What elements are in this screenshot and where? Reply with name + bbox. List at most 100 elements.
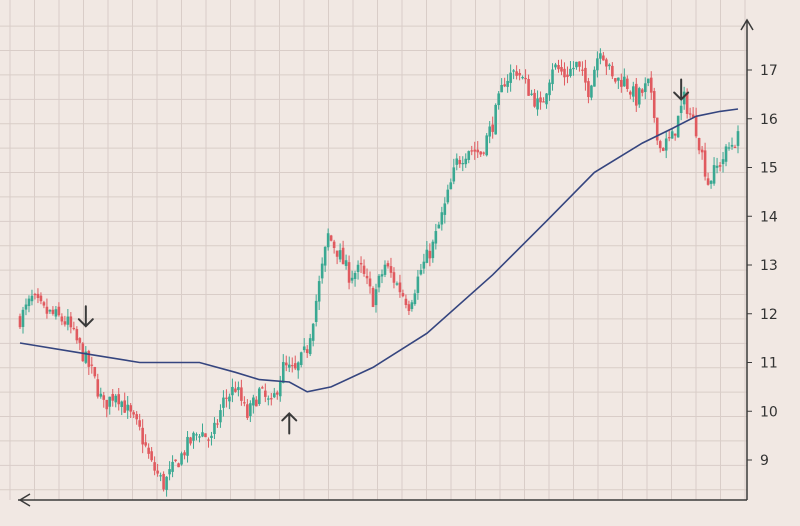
- candle-up: [195, 434, 198, 436]
- candle-up: [569, 68, 572, 77]
- candle-up: [180, 453, 183, 465]
- candle-up: [452, 167, 456, 182]
- candle-down: [57, 306, 61, 316]
- candle-down: [246, 404, 249, 418]
- candle-down: [392, 272, 396, 283]
- candle-down: [667, 137, 671, 139]
- candle-down: [69, 316, 73, 328]
- candle-down: [602, 55, 605, 61]
- candle-up: [455, 158, 459, 165]
- candle-up: [317, 281, 321, 302]
- candle-up: [446, 189, 450, 203]
- y-tick-label: 15: [760, 161, 778, 177]
- candle-up: [554, 64, 557, 68]
- candle-down: [563, 68, 566, 78]
- candle-up: [222, 397, 225, 408]
- candle-down: [560, 66, 563, 72]
- candle-up: [278, 381, 282, 397]
- candle-up: [281, 362, 285, 383]
- candle-up: [171, 461, 174, 472]
- candle-down: [270, 398, 273, 400]
- candle-up: [664, 138, 668, 151]
- y-axis-arrowhead: [740, 18, 754, 31]
- candle-down: [144, 442, 147, 446]
- candle-down: [470, 150, 474, 152]
- candle-down: [649, 77, 653, 93]
- candle-down: [132, 412, 135, 415]
- candle-up: [99, 393, 103, 397]
- candle-down: [39, 295, 43, 302]
- candle-down: [661, 147, 665, 151]
- candle-down: [581, 69, 584, 71]
- candle-up: [509, 72, 512, 83]
- candle-up: [431, 241, 435, 259]
- candle-down: [685, 92, 689, 114]
- candle-down: [652, 91, 656, 118]
- candle-up: [682, 91, 686, 105]
- candle-up: [231, 386, 234, 396]
- candle-down: [147, 447, 150, 454]
- candle-down: [640, 89, 644, 93]
- candle-up: [506, 80, 509, 87]
- candle-down: [129, 405, 132, 412]
- candle-down: [688, 113, 692, 115]
- candle-down: [515, 71, 518, 76]
- candle-up: [530, 93, 533, 95]
- candle-down: [275, 392, 279, 395]
- candle-down: [706, 178, 710, 185]
- candle-up: [66, 316, 70, 325]
- candle-up: [308, 338, 312, 355]
- candle-up: [296, 362, 300, 371]
- candle-down: [332, 241, 336, 248]
- candle-down: [673, 133, 677, 136]
- candle-up: [425, 249, 429, 263]
- candle-down: [491, 124, 494, 132]
- candle-down: [216, 423, 219, 425]
- candle-down: [386, 263, 390, 267]
- candle-down: [611, 65, 614, 77]
- candle-down: [264, 390, 267, 397]
- candle-down: [290, 365, 294, 367]
- candle-down: [718, 165, 722, 167]
- candle-down: [72, 327, 76, 330]
- candle-up: [108, 396, 112, 407]
- candle-down: [629, 91, 632, 95]
- candle-down: [404, 298, 408, 306]
- candle-up: [679, 105, 683, 114]
- candle-down: [45, 306, 49, 314]
- candle-down: [691, 114, 695, 118]
- candle-down: [117, 394, 121, 405]
- candle-up: [545, 93, 548, 105]
- candle-down: [93, 367, 97, 377]
- candle-up: [159, 475, 162, 477]
- candle-up: [464, 158, 468, 165]
- candle-up: [201, 432, 204, 437]
- candle-down: [347, 262, 351, 283]
- candle-up: [500, 84, 503, 93]
- candle-up: [311, 323, 315, 341]
- candle-down: [458, 159, 462, 165]
- candle-up: [449, 182, 453, 190]
- candle-up: [631, 86, 635, 97]
- candle-down: [90, 364, 94, 366]
- candle-down: [694, 116, 698, 137]
- candle-up: [395, 283, 399, 285]
- candle-up: [258, 388, 261, 405]
- candle-down: [36, 293, 40, 298]
- candle-up: [219, 410, 222, 423]
- candle-down: [33, 293, 37, 296]
- candle-down: [255, 399, 258, 407]
- candle-up: [551, 69, 554, 85]
- candle-down: [401, 293, 405, 297]
- candle-down: [105, 399, 109, 410]
- candle-down: [177, 463, 180, 468]
- candle-down: [51, 309, 55, 314]
- candle-down: [476, 149, 480, 153]
- candle-down: [141, 427, 144, 445]
- candle-up: [488, 126, 491, 137]
- candle-up: [637, 88, 641, 105]
- candle-down: [135, 414, 138, 420]
